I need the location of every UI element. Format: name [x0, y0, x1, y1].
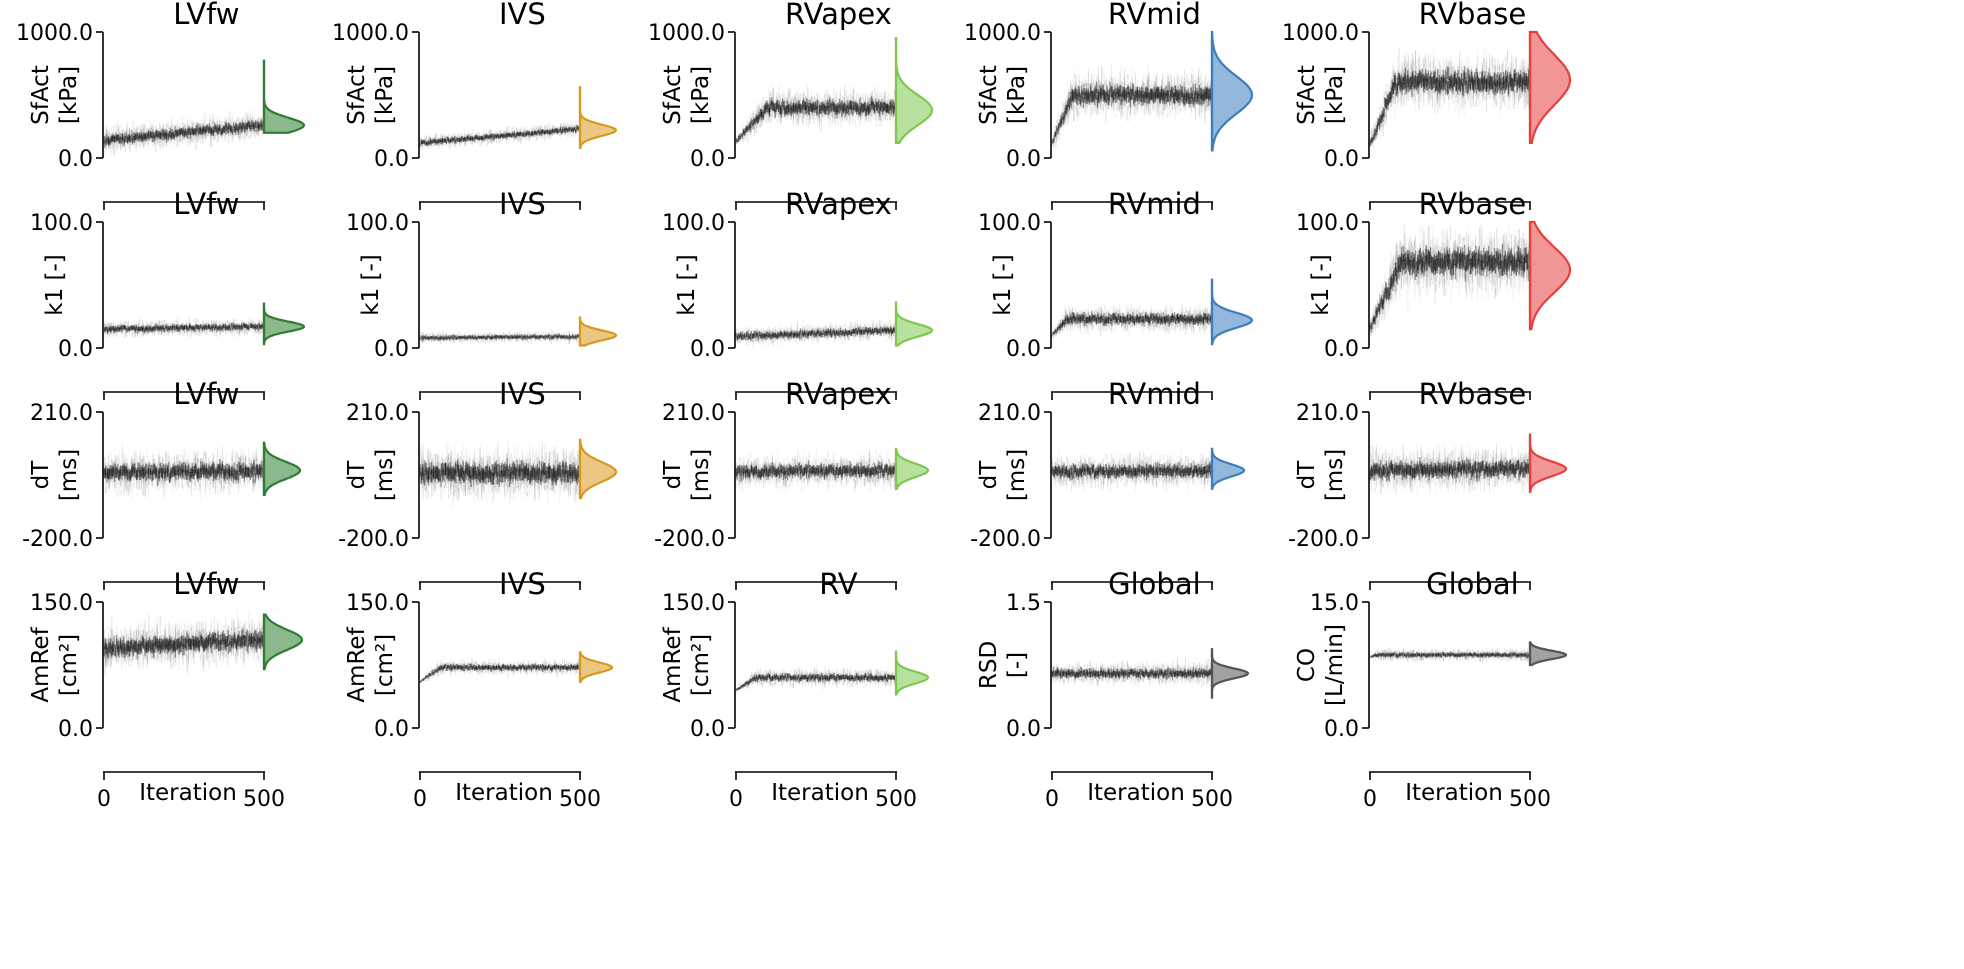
- y-axis-label-line2: [kPa]: [372, 66, 398, 124]
- panel-title: IVS: [499, 0, 546, 31]
- y-tick-label: 1000.0: [964, 21, 1041, 46]
- posterior-density: [578, 86, 618, 149]
- y-axis-label-line1: SfAct: [344, 65, 370, 125]
- y-tick-label: 0.0: [1006, 147, 1041, 172]
- y-tick-label: 0.0: [374, 147, 409, 172]
- y-axis-label: SfAct[kPa]: [28, 65, 82, 125]
- y-tick-label: 0.0: [58, 147, 93, 172]
- trace-cloud: [419, 121, 581, 152]
- trace-cloud: [735, 83, 897, 146]
- posterior-density: [894, 37, 934, 144]
- y-axis-label-line2: [kPa]: [1004, 66, 1030, 124]
- panel-title: RVmid: [1108, 0, 1201, 31]
- y-axis-label-line1: SfAct: [976, 65, 1002, 125]
- y-tick-label: 1000.0: [16, 21, 93, 46]
- trace-cloud: [1051, 62, 1213, 150]
- y-axis-label-line2: [kPa]: [688, 66, 714, 124]
- y-tick-label: 1000.0: [332, 21, 409, 46]
- panel-title: LVfw: [173, 0, 239, 31]
- y-axis-label: SfAct[kPa]: [976, 65, 1030, 125]
- trace-cloud: [103, 109, 265, 157]
- y-axis-label: SfAct[kPa]: [660, 65, 714, 125]
- y-axis-label-line1: SfAct: [28, 65, 54, 125]
- y-tick-label: 1000.0: [648, 21, 725, 46]
- panel-title: RVapex: [785, 0, 892, 31]
- y-axis-label-line2: [kPa]: [56, 66, 82, 124]
- y-tick-label: 0.0: [690, 147, 725, 172]
- posterior-density: [262, 59, 306, 134]
- y-axis-label-line1: SfAct: [660, 65, 686, 125]
- y-axis-label: SfAct[kPa]: [344, 65, 398, 125]
